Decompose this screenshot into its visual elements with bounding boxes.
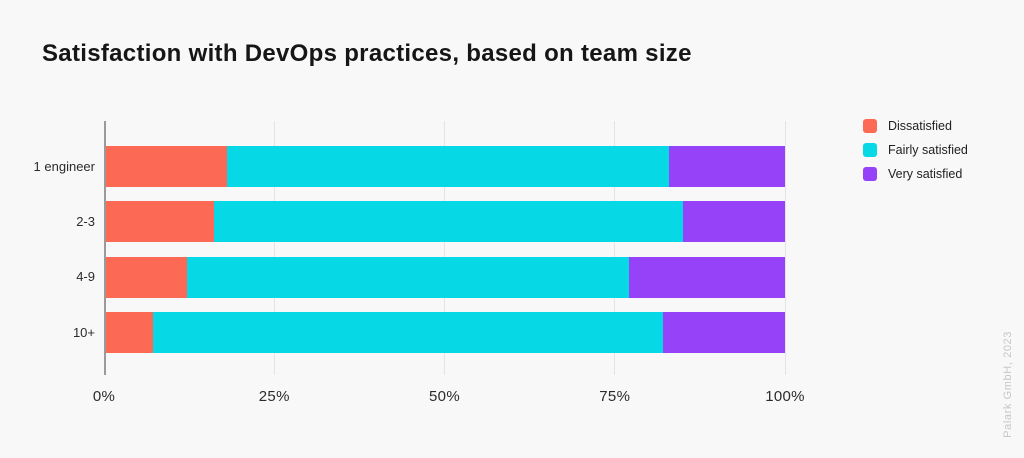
legend-swatch-icon [863,119,877,133]
legend-label: Fairly satisfied [888,143,968,157]
legend: Dissatisfied Fairly satisfied Very satisfi… [863,119,968,191]
bar-segment-fairly-satisfied [152,312,663,354]
y-axis-line [104,121,106,375]
bar-row-3 [105,312,785,354]
legend-item-fairly-satisfied: Fairly satisfied [863,143,968,157]
bar-segment-dissatisfied [105,201,214,243]
bar-segment-very-satisfied [682,201,785,243]
watermark: Palark GmbH, 2023 [1002,331,1014,438]
legend-swatch-icon [863,143,877,157]
x-tick-label-25: 25% [258,388,290,405]
bar-row-0 [105,146,785,187]
category-label-1: 2-3 [76,213,95,229]
category-label-0: 1 engineer [33,158,95,174]
x-tick-label-75: 75% [599,388,631,405]
category-label-2: 4-9 [76,269,95,285]
gridline-50 [444,121,445,375]
chart-title: Satisfaction with DevOps practices, base… [42,40,692,67]
bar-segment-very-satisfied [669,146,785,187]
x-tick-label-50: 50% [429,388,460,405]
legend-item-very-satisfied: Very satisfied [863,167,968,181]
bar-segment-fairly-satisfied [227,146,670,187]
bar-row-1 [105,201,785,243]
bar-segment-fairly-satisfied [186,256,629,298]
legend-label: Dissatisfied [888,119,952,133]
gridline-25 [273,121,275,375]
x-tick-label-100: 100% [765,388,805,405]
legend-swatch-icon [863,167,877,181]
bar-segment-fairly-satisfied [213,201,683,243]
bar-segment-dissatisfied [105,312,153,354]
bar-row-2 [105,256,785,298]
plot-area [104,121,786,375]
bar-segment-very-satisfied [628,256,785,298]
bar-segment-very-satisfied [662,312,785,354]
x-tick-label-0: 0% [92,388,116,405]
gridline-75 [614,121,616,375]
legend-item-dissatisfied: Dissatisfied [863,119,968,133]
legend-label: Very satisfied [888,167,963,181]
bar-segment-dissatisfied [105,146,228,187]
category-label-3: 10+ [72,324,95,340]
gridline-100 [784,121,786,375]
bar-segment-dissatisfied [105,256,187,298]
